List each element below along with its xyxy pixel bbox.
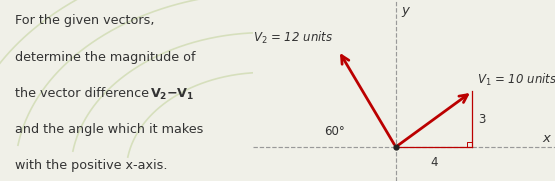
Text: $V_2$ = 12 units: $V_2$ = 12 units	[254, 30, 334, 46]
Text: 4: 4	[430, 156, 438, 169]
Text: $\mathbf{-V_1}$: $\mathbf{-V_1}$	[166, 87, 194, 102]
Text: $V_1$ = 10 units: $V_1$ = 10 units	[477, 72, 555, 88]
Text: $\mathbf{V_2}$: $\mathbf{V_2}$	[150, 87, 168, 102]
Text: $x$: $x$	[542, 132, 552, 145]
Text: and the angle which it makes: and the angle which it makes	[15, 123, 204, 136]
Text: $y$: $y$	[401, 5, 412, 19]
Text: For the given vectors,: For the given vectors,	[15, 14, 155, 28]
Text: the vector difference: the vector difference	[15, 87, 153, 100]
Text: 3: 3	[478, 113, 485, 126]
Text: with the positive x-axis.: with the positive x-axis.	[15, 159, 168, 172]
Text: 60°: 60°	[324, 125, 345, 138]
Text: determine the magnitude of: determine the magnitude of	[15, 51, 196, 64]
